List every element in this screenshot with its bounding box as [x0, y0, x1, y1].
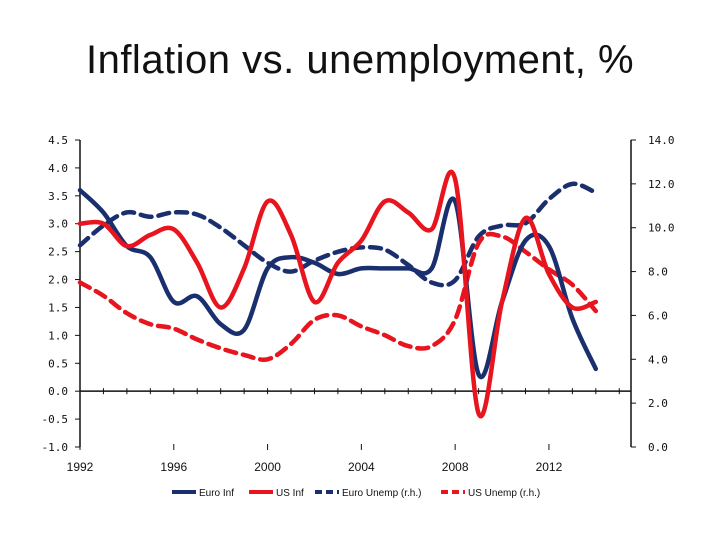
x-tick-label: 1996	[160, 460, 187, 474]
left-y-tick-label: 4.0	[48, 162, 68, 175]
left-y-tick-label: 4.5	[48, 134, 68, 147]
left-y-tick-label: 1.5	[48, 301, 68, 314]
left-y-tick-label: -1.0	[42, 441, 69, 454]
right-y-tick-label: 10.0	[648, 222, 675, 235]
us-unemployment-line	[77, 231, 599, 362]
left-y-tick-label: 0.5	[48, 357, 68, 370]
euro-inflation-line	[77, 187, 599, 380]
left-y-tick-label: 1.0	[48, 329, 68, 342]
left-y-tick-label: 0.0	[48, 385, 68, 398]
x-tick-label: 2012	[536, 460, 563, 474]
legend-label: Euro Inf	[199, 488, 234, 499]
left-y-tick-label: 3.0	[48, 218, 68, 231]
right-y-tick-label: 6.0	[648, 309, 668, 322]
x-tick-label: 2004	[348, 460, 375, 474]
right-y-tick-label: 2.0	[648, 397, 668, 410]
x-tick-label: 2008	[442, 460, 469, 474]
euro-unemployment-line	[77, 181, 599, 288]
legend-label: Euro Unemp (r.h.)	[342, 488, 421, 499]
chart-title: Inflation vs. unemployment, %	[85, 38, 635, 82]
right-y-tick-label: 8.0	[648, 266, 668, 279]
legend-label: US Unemp (r.h.)	[468, 488, 540, 499]
right-y-tick-label: 4.0	[648, 353, 668, 366]
legend-label: US Inf	[276, 488, 304, 499]
right-y-tick-label: 12.0	[648, 178, 675, 191]
us-inflation-line	[77, 169, 599, 419]
left-y-tick-label: -0.5	[42, 413, 69, 426]
x-tick-label: 2000	[254, 460, 281, 474]
right-y-tick-label: 0.0	[648, 441, 668, 454]
x-tick-label: 1992	[67, 460, 94, 474]
left-y-tick-label: 3.5	[48, 190, 68, 203]
left-y-tick-label: 2.0	[48, 274, 68, 287]
left-y-tick-label: 2.5	[48, 246, 68, 259]
right-y-tick-label: 14.0	[648, 134, 675, 147]
